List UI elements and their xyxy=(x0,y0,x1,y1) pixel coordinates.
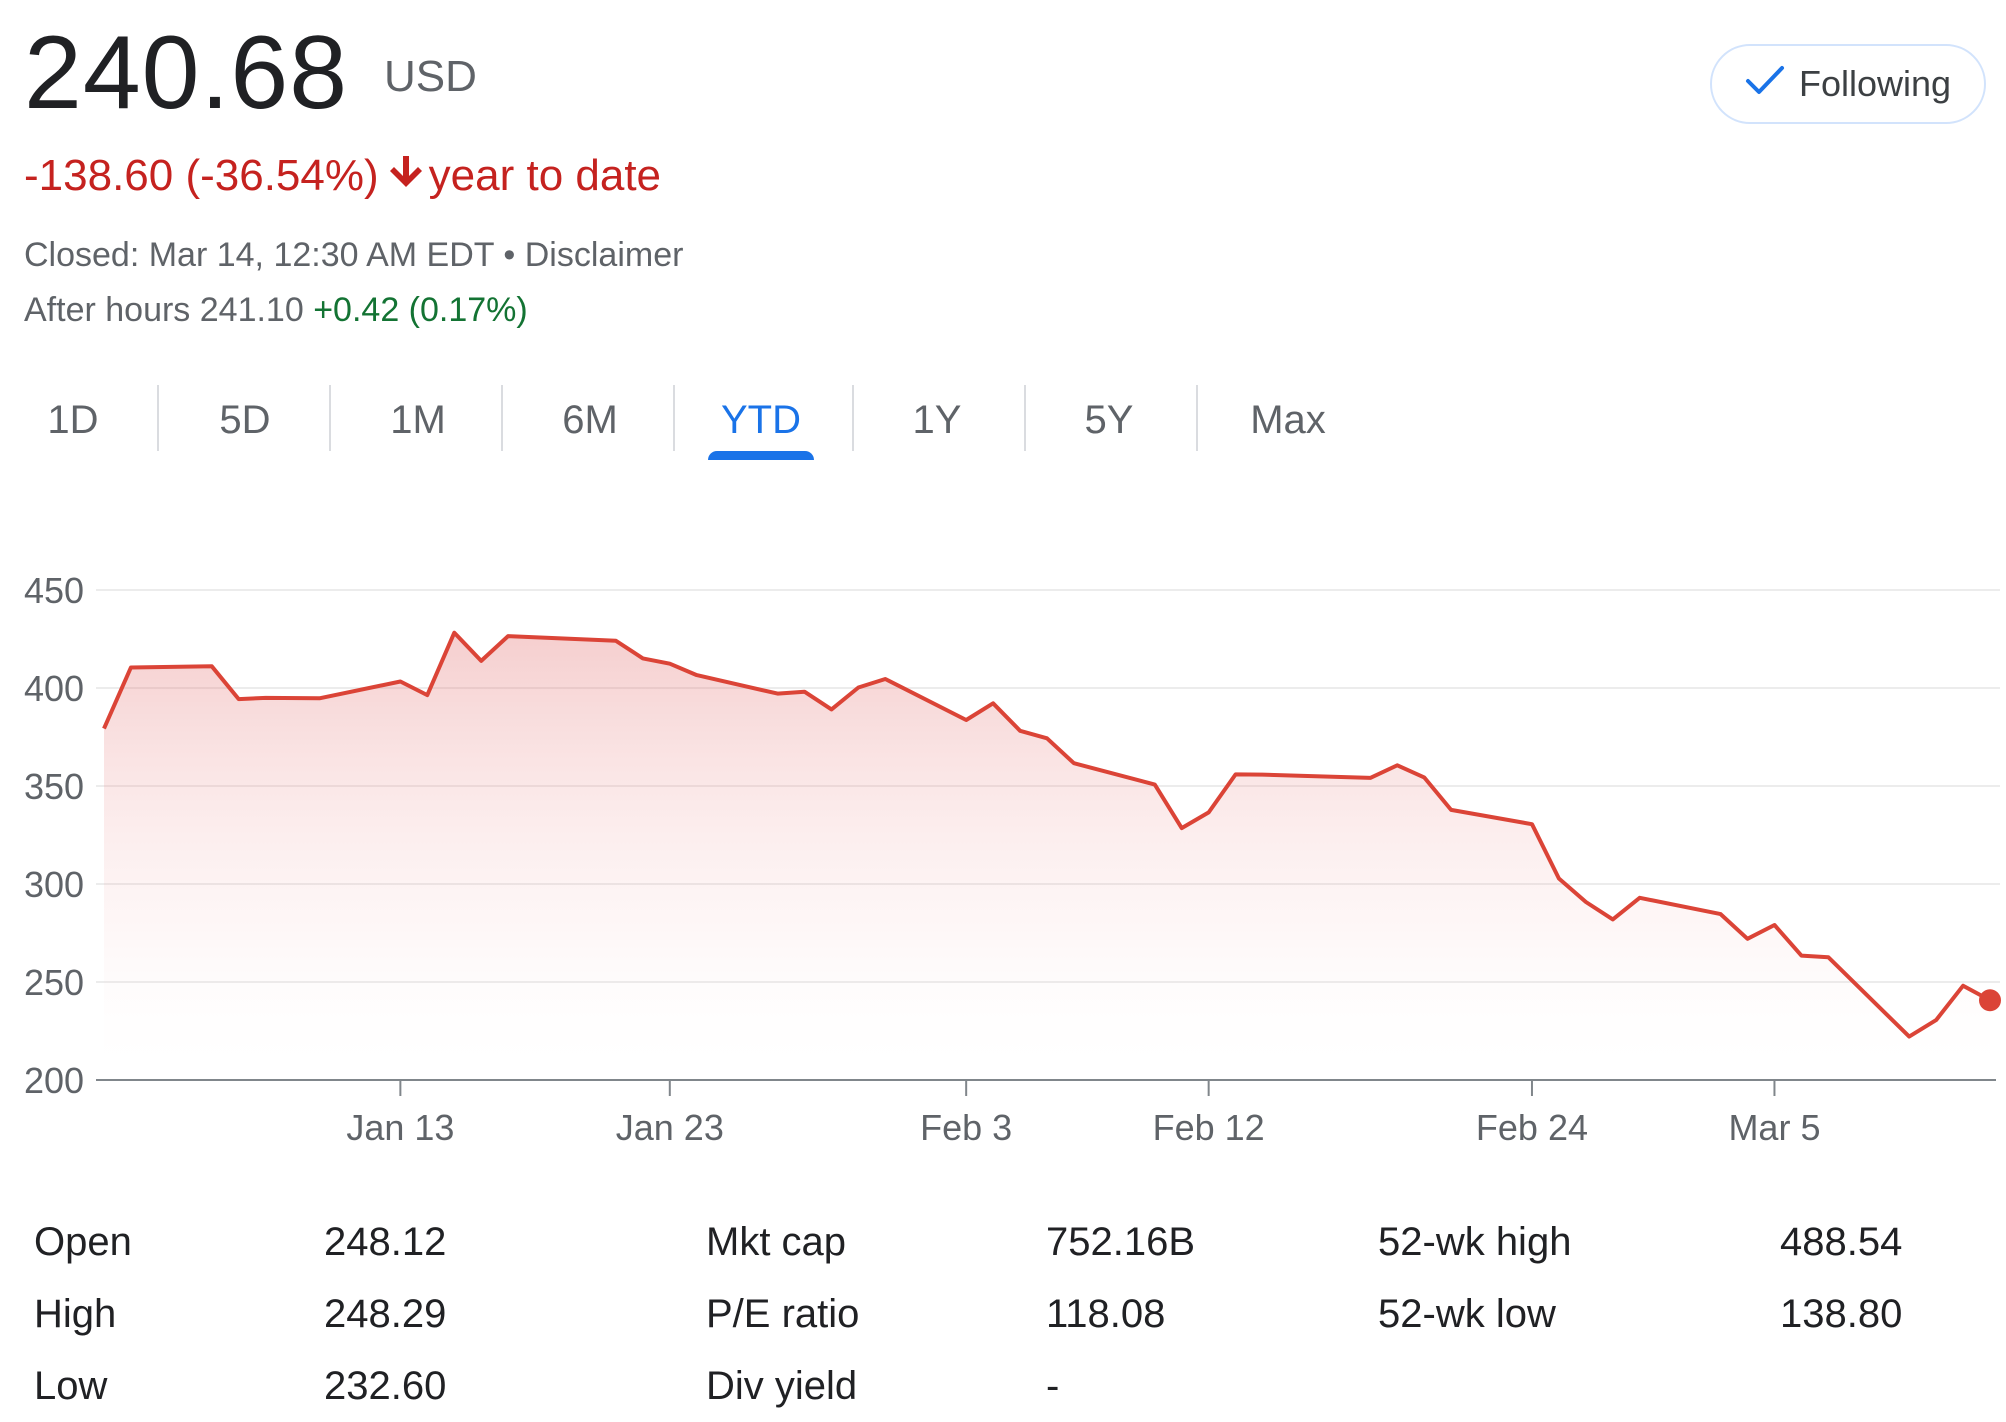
check-icon xyxy=(1745,63,1785,105)
x-tick-label: Feb 12 xyxy=(1153,1107,1265,1148)
x-tick-label: Feb 3 xyxy=(920,1107,1012,1148)
y-tick-label: 300 xyxy=(24,864,84,905)
tab-label: 1Y xyxy=(912,397,962,442)
after-hours: After hours 241.10 +0.42 (0.17%) xyxy=(24,288,528,332)
y-tick-label: 350 xyxy=(24,766,84,807)
tab-label: 5Y xyxy=(1084,397,1134,442)
stat-label-52wk-low: 52-wk low xyxy=(1378,1292,1556,1336)
y-tick-label: 250 xyxy=(24,962,84,1003)
stat-label-high: High xyxy=(34,1292,117,1336)
stat-value-high: 248.29 xyxy=(324,1292,447,1336)
stat-value-pe-ratio: 118.08 xyxy=(1046,1292,1166,1336)
stat-label-open: Open xyxy=(34,1220,132,1264)
following-label: Following xyxy=(1798,63,1952,104)
after-hours-change: +0.42 (0.17%) xyxy=(313,291,528,329)
x-tick-label: Jan 23 xyxy=(616,1107,724,1148)
stat-value-mkt-cap: 752.16B xyxy=(1046,1220,1196,1264)
y-tick-label: 450 xyxy=(24,570,84,611)
x-tick-label: Jan 13 xyxy=(346,1107,454,1148)
tab-1d[interactable]: 1D xyxy=(40,380,106,460)
stat-label-div-yield: Div yield xyxy=(706,1364,858,1408)
tab-5d[interactable]: 5D xyxy=(212,380,278,460)
stats-table: Open 248.12 High 248.29 Low 232.60 Mkt c… xyxy=(0,1210,2006,1420)
price-line xyxy=(102,630,1991,1039)
stat-label-pe-ratio: P/E ratio xyxy=(706,1292,860,1336)
ytd-change: -138.60 (-36.54%) year to date xyxy=(24,148,661,208)
stat-value-52wk-high: 488.54 xyxy=(1780,1220,1903,1264)
price-area xyxy=(104,632,1990,1080)
tab-6m[interactable]: 6M xyxy=(550,380,630,460)
tab-label: 5D xyxy=(219,397,271,442)
closed-time: Closed: Mar 14, 12:30 AM EDT xyxy=(24,236,494,274)
y-tick-label: 200 xyxy=(24,1060,84,1101)
separator: • xyxy=(503,236,516,274)
current-price: 240.68 xyxy=(24,15,349,131)
disclaimer-link[interactable]: Disclaimer xyxy=(524,236,684,274)
tab-5y[interactable]: 5Y xyxy=(1076,380,1142,460)
tab-divider xyxy=(1196,385,1198,451)
tab-divider xyxy=(329,385,331,451)
tab-divider xyxy=(157,385,159,451)
active-tab-indicator xyxy=(708,451,814,460)
change-value: -138.60 (-36.54%) xyxy=(24,151,379,200)
price-header: 240.68 xyxy=(24,18,348,128)
y-tick-label: 400 xyxy=(24,668,84,709)
tab-divider xyxy=(852,385,854,451)
after-hours-price: After hours 241.10 xyxy=(24,291,304,329)
tab-label: Max xyxy=(1250,397,1326,442)
market-status: Closed: Mar 14, 12:30 AM EDT • Disclaime… xyxy=(24,233,683,277)
tab-1m[interactable]: 1M xyxy=(378,380,458,460)
stat-label-mkt-cap: Mkt cap xyxy=(706,1220,847,1264)
tab-label: YTD xyxy=(721,397,801,442)
tab-label: 6M xyxy=(562,397,618,442)
tab-divider xyxy=(501,385,503,451)
stat-value-div-yield: - xyxy=(1046,1364,1060,1408)
currency-label: USD xyxy=(384,52,477,101)
following-button[interactable]: Following xyxy=(1710,44,1986,124)
stat-label-low: Low xyxy=(34,1364,108,1408)
x-tick-label: Feb 24 xyxy=(1476,1107,1588,1148)
stat-label-52wk-high: 52-wk high xyxy=(1378,1220,1572,1264)
x-tick-label: Mar 5 xyxy=(1728,1107,1820,1148)
tab-divider xyxy=(1024,385,1026,451)
tab-ytd[interactable]: YTD xyxy=(708,380,814,460)
tab-1y[interactable]: 1Y xyxy=(904,380,970,460)
tab-label: 1M xyxy=(390,397,446,442)
tab-label: 1D xyxy=(47,397,99,442)
arrow-down-icon xyxy=(389,148,423,204)
tab-max[interactable]: Max xyxy=(1240,380,1336,460)
stat-value-52wk-low: 138.80 xyxy=(1780,1292,1903,1336)
tab-divider xyxy=(673,385,675,451)
stat-value-open: 248.12 xyxy=(324,1220,447,1264)
price-chart[interactable]: 200 250 300 350 400 450 Jan 13 Jan 23 Feb 3 Feb … xyxy=(0,540,2006,1150)
change-period: year to date xyxy=(428,151,662,200)
last-price-point xyxy=(1979,989,2001,1012)
stat-value-low: 232.60 xyxy=(324,1364,447,1408)
